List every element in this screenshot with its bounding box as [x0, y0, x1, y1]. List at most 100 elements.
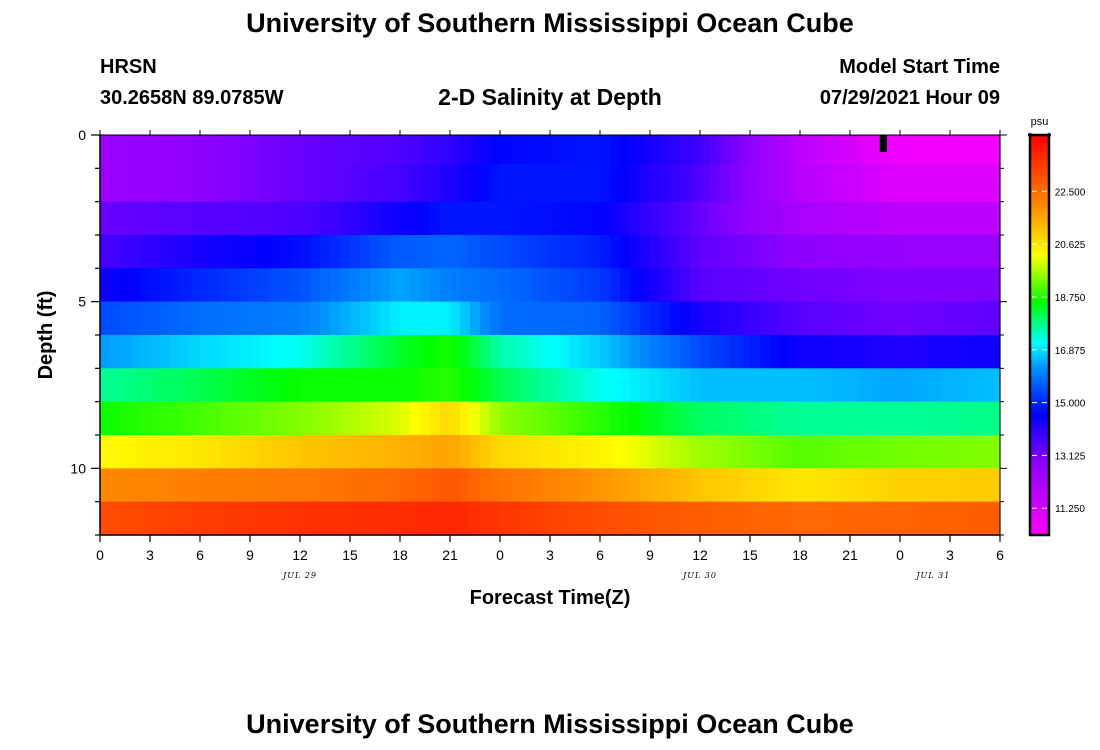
heatmap-cell [220, 501, 231, 536]
heatmap-cell [880, 501, 891, 536]
heatmap-cell [820, 301, 831, 336]
heatmap-cell [820, 135, 831, 165]
heatmap-cell [360, 468, 371, 503]
heatmap-cell [910, 164, 921, 203]
heatmap-cell [320, 135, 331, 165]
heatmap-cell [600, 268, 611, 303]
heatmap-cell [950, 201, 961, 236]
heatmap-cell [610, 435, 621, 469]
heatmap-cell [210, 201, 221, 236]
heatmap-cell [380, 164, 391, 203]
heatmap-cell [980, 368, 991, 403]
heatmap-cell [840, 401, 851, 436]
heatmap-cell [470, 235, 481, 269]
heatmap-cell [900, 368, 911, 403]
heatmap-cell [290, 401, 301, 436]
heatmap-cell [760, 501, 771, 536]
heatmap-cell [530, 135, 541, 165]
heatmap-cell [570, 401, 581, 436]
heatmap-cell [330, 401, 341, 436]
heatmap-cell [550, 368, 561, 403]
y-tick-label: 5 [78, 294, 86, 310]
heatmap-cell [710, 435, 721, 469]
heatmap-cell [220, 468, 231, 503]
heatmap-cell [400, 468, 411, 503]
heatmap-cell [960, 368, 971, 403]
heatmap-cell [340, 335, 351, 369]
heatmap-cell [400, 164, 411, 203]
heatmap-cell [820, 235, 831, 269]
heatmap-cell [700, 235, 711, 269]
heatmap-cell [780, 435, 791, 469]
heatmap-cell [250, 235, 261, 269]
heatmap-cell [940, 501, 951, 536]
heatmap-cell [680, 335, 691, 369]
heatmap-cell [630, 335, 641, 369]
heatmap-cell [570, 235, 581, 269]
heatmap-cell [770, 201, 781, 236]
heatmap-cell [210, 135, 221, 165]
heatmap-cell [710, 164, 721, 203]
heatmap-cell [370, 468, 381, 503]
heatmap-cell [990, 268, 1001, 303]
heatmap-cell [600, 468, 611, 503]
heatmap-cell [460, 501, 471, 536]
heatmap-cell [390, 301, 401, 336]
heatmap-cell [830, 335, 841, 369]
heatmap-cell [280, 501, 291, 536]
heatmap-cell [100, 135, 111, 165]
heatmap-cell [560, 468, 571, 503]
heatmap-cell [950, 301, 961, 336]
heatmap-cell [220, 164, 231, 203]
heatmap-cell [120, 468, 131, 503]
heatmap-cell [150, 301, 161, 336]
heatmap-cell [850, 268, 861, 303]
heatmap-cell [290, 435, 301, 469]
heatmap-cell [590, 501, 601, 536]
heatmap-cell [220, 135, 231, 165]
heatmap-cell [360, 268, 371, 303]
heatmap-cell [120, 501, 131, 536]
heatmap-cell [630, 164, 641, 203]
heatmap-cell [820, 501, 831, 536]
heatmap-cell [990, 335, 1001, 369]
heatmap-cell [810, 301, 821, 336]
heatmap-cells [100, 135, 1001, 536]
heatmap-cell [280, 268, 291, 303]
heatmap-cell [610, 301, 621, 336]
heatmap-cell [860, 135, 871, 165]
heatmap-cell [150, 268, 161, 303]
heatmap-cell [960, 135, 971, 165]
heatmap-cell [980, 135, 991, 165]
heatmap-cell [180, 501, 191, 536]
heatmap-cell [570, 368, 581, 403]
heatmap-cell [630, 135, 641, 165]
heatmap-cell [370, 368, 381, 403]
heatmap-cell [290, 335, 301, 369]
heatmap-cell [680, 201, 691, 236]
heatmap-cell [590, 435, 601, 469]
heatmap-cell [720, 435, 731, 469]
heatmap-cell [470, 201, 481, 236]
heatmap-cell [980, 468, 991, 503]
heatmap-cell [720, 135, 731, 165]
heatmap-cell [150, 368, 161, 403]
heatmap-cell [450, 468, 461, 503]
heatmap-cell [550, 335, 561, 369]
x-tick-label: 3 [146, 547, 154, 563]
heatmap-cell [770, 164, 781, 203]
heatmap-cell [480, 135, 491, 165]
heatmap-cell [120, 268, 131, 303]
heatmap-cell [730, 201, 741, 236]
heatmap-cell [410, 401, 421, 436]
heatmap-cell [720, 164, 731, 203]
heatmap-cell [390, 201, 401, 236]
heatmap-cell [450, 235, 461, 269]
heatmap-cell [290, 468, 301, 503]
heatmap-cell [890, 268, 901, 303]
heatmap-cell [850, 135, 861, 165]
heatmap-cell [140, 301, 151, 336]
heatmap-cell [490, 135, 501, 165]
heatmap-cell [130, 268, 141, 303]
heatmap-cell [450, 268, 461, 303]
